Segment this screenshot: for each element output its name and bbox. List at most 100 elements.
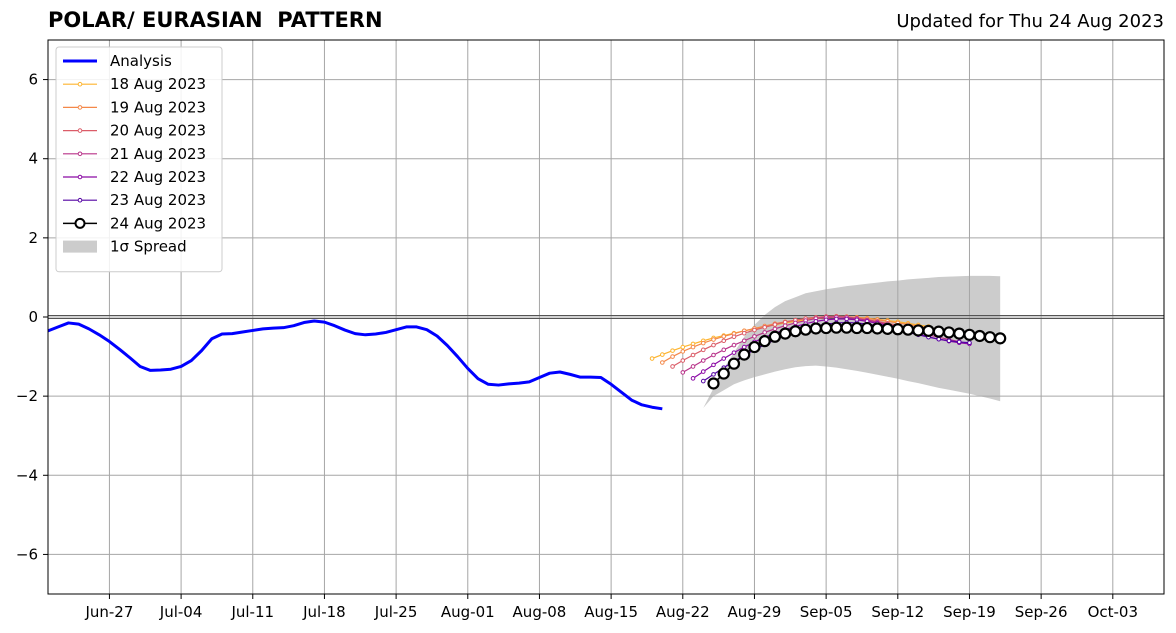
forecast-point <box>901 323 915 336</box>
spread-band <box>703 275 1001 409</box>
x-tick-label: Aug-08 <box>513 603 567 621</box>
legend-label: 22 Aug 2023 <box>110 168 206 186</box>
forecast-point <box>649 356 655 361</box>
forecast-point <box>731 334 737 340</box>
forecast-point <box>690 352 696 358</box>
y-tick-label: 4 <box>28 150 38 168</box>
legend-label: 24 Aug 2023 <box>110 214 206 232</box>
forecast-point <box>942 326 956 339</box>
x-tick-label: Aug-29 <box>728 603 782 621</box>
y-tick-label: −2 <box>16 387 38 405</box>
legend-entry: 22 Aug 2023 <box>63 168 206 186</box>
forecast-point <box>700 347 706 353</box>
forecast-point <box>953 327 966 340</box>
forecast-point <box>752 327 757 333</box>
forecast-point <box>772 322 778 327</box>
forecast-point <box>881 322 894 335</box>
forecast-point <box>670 348 675 353</box>
forecast-point <box>741 330 747 336</box>
forecast-point <box>711 342 716 348</box>
x-tick-label: Jul-18 <box>302 603 346 621</box>
legend-entry: 19 Aug 2023 <box>63 98 206 116</box>
forecast-point <box>772 326 778 332</box>
series-analysis <box>47 319 663 411</box>
x-tick-label: Aug-22 <box>656 603 710 621</box>
forecast-point <box>711 362 716 368</box>
x-tick-label: Jun-27 <box>84 603 133 621</box>
forecast-point <box>860 321 874 335</box>
legend-entry: 24 Aug 2023 <box>63 214 206 232</box>
forecast-point <box>711 337 716 342</box>
forecast-point <box>799 323 812 336</box>
forecast-point <box>768 330 782 343</box>
forecast-point <box>711 372 716 377</box>
forecast-point <box>690 344 696 350</box>
chart-subtitle: Updated for Thu 24 Aug 2023 <box>896 11 1164 32</box>
forecast-point <box>983 331 997 344</box>
legend-marker <box>77 197 83 203</box>
forecast-point <box>834 316 839 322</box>
x-tick-label: Sep-26 <box>1015 603 1068 621</box>
legend-entry: 20 Aug 2023 <box>63 122 206 140</box>
forecast-point <box>779 327 792 340</box>
x-tick-label: Oct-03 <box>1088 603 1138 621</box>
forecast-point <box>690 364 696 369</box>
legend-label: 23 Aug 2023 <box>110 191 206 209</box>
forecast-point <box>731 342 737 348</box>
forecast-point <box>700 378 706 384</box>
x-tick-label: Jul-25 <box>374 603 418 621</box>
x-tick-label: Sep-05 <box>800 603 853 621</box>
forecast-point <box>721 338 727 344</box>
forecast-point <box>752 334 757 339</box>
forecast-point <box>738 348 751 361</box>
forecast-point <box>700 358 706 363</box>
forecast-point <box>680 358 686 363</box>
forecast-point <box>741 338 747 344</box>
forecast-point <box>994 332 1007 345</box>
forecast-point <box>963 328 976 341</box>
forecast-point <box>721 356 727 361</box>
forecast-point <box>946 338 952 344</box>
legend-label: 21 Aug 2023 <box>110 145 206 163</box>
legend-marker <box>77 105 83 110</box>
forecast-point <box>711 352 716 358</box>
legend-entry: 1σ Spread <box>63 238 187 256</box>
forecast-point <box>660 352 665 357</box>
x-tick-label: Jul-04 <box>159 603 203 621</box>
legend-entry: 18 Aug 2023 <box>63 75 206 93</box>
forecast-point <box>782 323 788 329</box>
forecast-point <box>680 349 686 354</box>
forecast-point <box>956 339 962 345</box>
forecast-point <box>680 370 686 375</box>
legend-label: 20 Aug 2023 <box>110 122 206 140</box>
x-tick-label: Aug-15 <box>584 603 638 621</box>
forecast-point <box>700 340 706 346</box>
forecast-point <box>967 340 972 346</box>
forecast-point <box>700 369 706 374</box>
legend-marker <box>77 174 83 180</box>
forecast-point <box>793 320 798 326</box>
forecast-point <box>731 350 737 355</box>
forecast-point <box>748 340 761 354</box>
forecast-point <box>936 336 942 342</box>
x-tick-label: Aug-01 <box>441 603 495 621</box>
legend-marker <box>74 217 86 229</box>
legend-label: Analysis <box>110 52 172 70</box>
legend-label: 18 Aug 2023 <box>110 75 206 93</box>
forecast-point <box>850 321 863 335</box>
forecast-point <box>680 344 686 350</box>
legend-label: 19 Aug 2023 <box>110 98 206 116</box>
forecast-point <box>830 321 843 334</box>
forecast-point <box>741 344 747 350</box>
forecast-point <box>789 325 802 338</box>
y-tick-label: −4 <box>16 466 38 484</box>
forecast-point <box>820 321 833 335</box>
legend-marker <box>77 128 83 133</box>
forecast-point <box>707 377 720 390</box>
x-tick-label: Sep-19 <box>943 603 996 621</box>
y-tick-label: 2 <box>28 229 38 247</box>
y-tick-label: 0 <box>28 308 38 326</box>
forecast-point <box>840 321 853 334</box>
legend-entry: 23 Aug 2023 <box>63 191 206 209</box>
y-tick-label: −6 <box>16 545 38 563</box>
